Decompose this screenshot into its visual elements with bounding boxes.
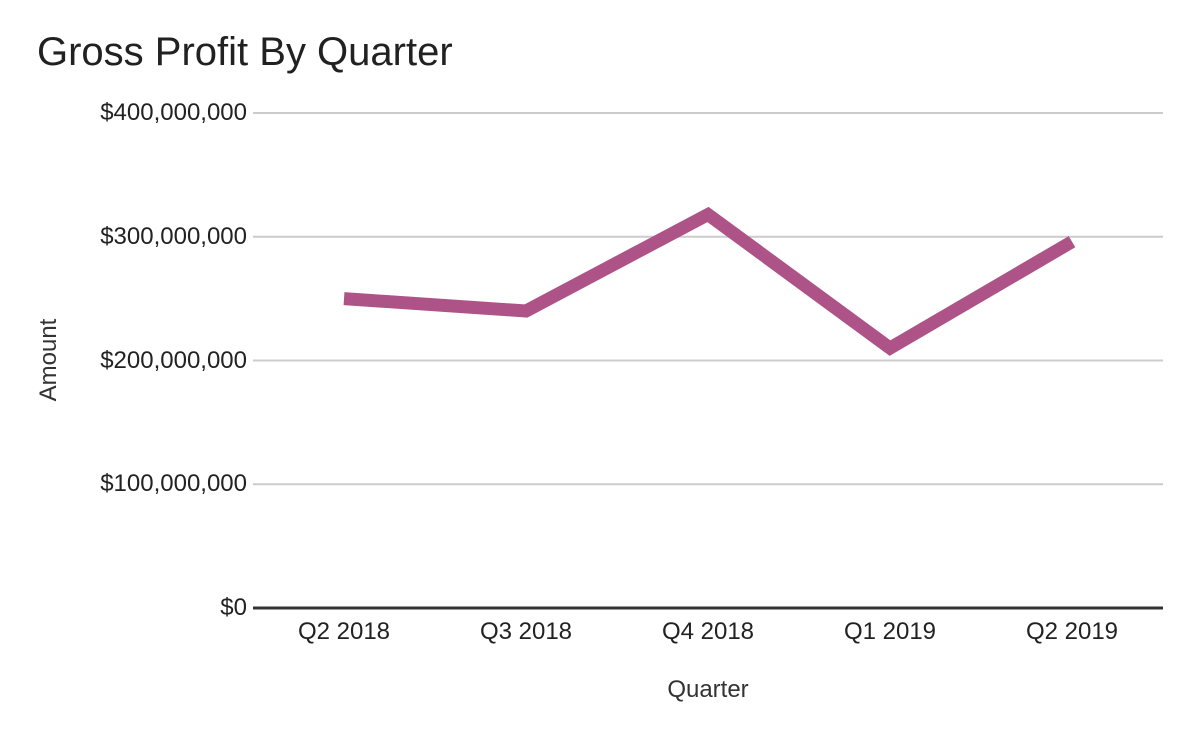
x-axis-tick-label: Q2 2019	[1025, 618, 1119, 645]
gross-profit-line-series	[343, 206, 1076, 356]
x-axis-tick-label: Q1 2019	[843, 618, 937, 645]
y-axis-tick-label: $0	[220, 594, 247, 621]
y-axis-title: Amount	[35, 318, 62, 402]
chart-title: Gross Profit By Quarter	[37, 30, 453, 74]
y-axis-tick-label: $400,000,000	[100, 99, 247, 126]
x-axis-tick-label: Q3 2018	[479, 618, 573, 645]
y-axis-tick-label: $100,000,000	[100, 470, 247, 498]
x-axis-tick-label: Q2 2018	[297, 618, 391, 645]
x-axis-tick-label: Q4 2018	[661, 618, 755, 645]
y-axis-tick-label: $300,000,000	[100, 222, 247, 250]
x-axis-title: Quarter	[667, 676, 749, 703]
y-axis-tick-label: $200,000,000	[100, 346, 247, 374]
